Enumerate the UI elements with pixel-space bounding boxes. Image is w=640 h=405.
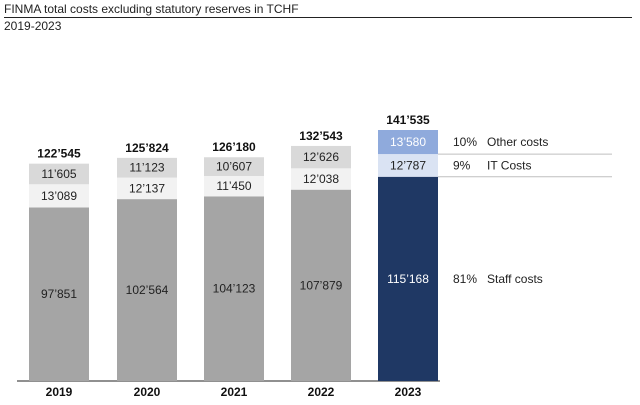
- title-rule: [4, 17, 632, 18]
- data-label-staff-costs-2019: 97’851: [41, 287, 77, 301]
- x-tick-label-2022: 2022: [308, 385, 335, 399]
- bar-segment-other-costs-2022: [291, 145, 351, 169]
- x-tick-label-2021: 2021: [221, 385, 248, 399]
- data-label-staff-costs-2021: 104’123: [213, 282, 256, 296]
- bar-segment-it-costs-2021: [204, 176, 264, 197]
- bar-segment-staff-costs-2020: [117, 199, 177, 381]
- data-label-staff-costs-2022: 107’879: [300, 278, 343, 292]
- data-label-other-costs-2022: 12’626: [303, 150, 339, 164]
- data-label-it-costs-2022: 12’038: [303, 172, 339, 186]
- data-label-other-costs-2023: 13’580: [390, 135, 426, 149]
- total-label-2022: 132’543: [299, 129, 343, 143]
- data-label-it-costs-2023: 12’787: [390, 158, 426, 172]
- bar-segment-staff-costs-2021: [204, 196, 264, 381]
- x-tick-label-2023: 2023: [395, 385, 422, 399]
- total-label-2020: 125’824: [125, 141, 169, 155]
- data-label-staff-costs-2023: 115’168: [387, 272, 429, 286]
- total-label-2021: 126’180: [212, 140, 256, 154]
- total-label-2023: 141’535: [386, 113, 430, 127]
- data-label-other-costs-2020: 11’123: [129, 161, 164, 175]
- bar-segment-other-costs-2019: [29, 163, 89, 185]
- bar-segment-it-costs-2020: [117, 177, 177, 200]
- total-label-2019: 122’545: [37, 147, 81, 161]
- legend-share-other-costs: 10%: [453, 135, 477, 149]
- legend-share-staff-costs: 81%: [453, 272, 477, 286]
- legend-name-it-costs: IT Costs: [487, 158, 531, 172]
- data-label-other-costs-2019: 11’605: [41, 167, 76, 181]
- x-tick-label-2019: 2019: [46, 385, 73, 399]
- bar-segment-other-costs-2020: [117, 157, 177, 178]
- legend-share-it-costs: 9%: [453, 158, 471, 172]
- bar-segment-other-costs-2021: [204, 157, 264, 177]
- legend-name-other-costs: Other costs: [487, 135, 548, 149]
- data-label-it-costs-2020: 12’137: [129, 181, 165, 195]
- bar-segment-staff-costs-2022: [291, 189, 351, 381]
- data-label-staff-costs-2020: 102’564: [126, 283, 169, 297]
- chart-subtitle: 2019-2023: [4, 19, 62, 33]
- bar-segment-it-costs-2023: [378, 154, 438, 177]
- chart-title: FINMA total costs excluding statutory re…: [4, 2, 299, 16]
- x-tick-label-2020: 2020: [134, 385, 161, 399]
- bar-segment-staff-costs-2019: [29, 207, 89, 381]
- bar-segment-other-costs-2023: [378, 130, 438, 155]
- data-label-other-costs-2021: 10’607: [216, 160, 252, 174]
- data-label-it-costs-2019: 13’089: [41, 189, 77, 203]
- legend-name-staff-costs: Staff costs: [487, 272, 543, 286]
- bar-segment-it-costs-2022: [291, 168, 351, 190]
- bar-segment-staff-costs-2023: [378, 176, 438, 381]
- data-label-it-costs-2021: 11’450: [216, 179, 251, 193]
- bar-segment-it-costs-2019: [29, 184, 89, 208]
